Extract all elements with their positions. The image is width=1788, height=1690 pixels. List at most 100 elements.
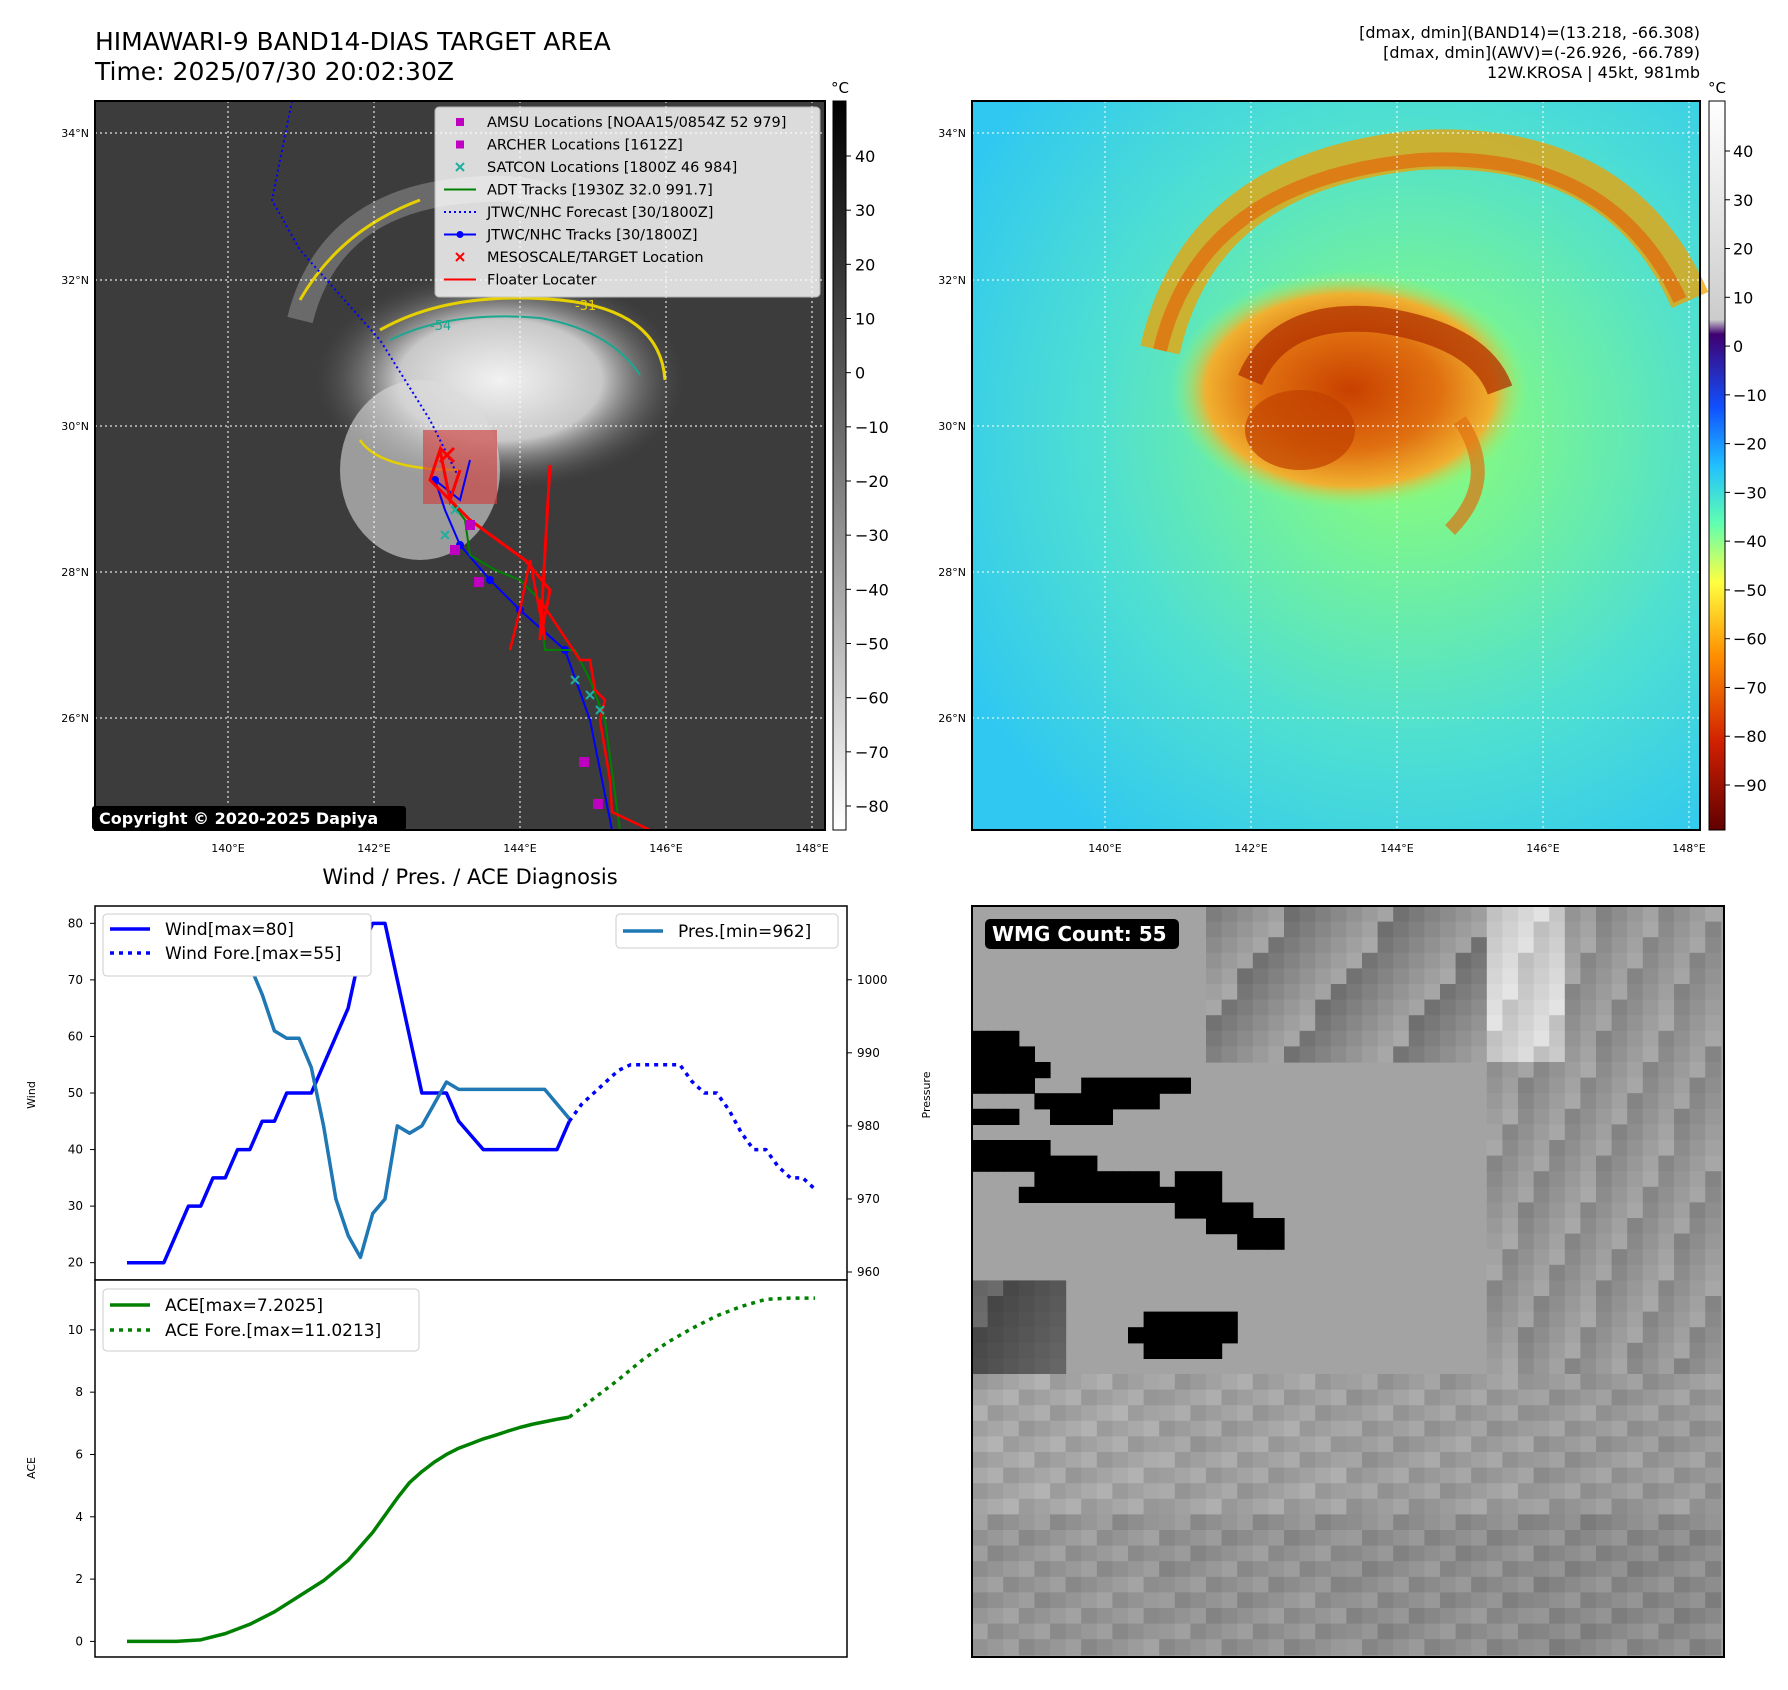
legend-marker-dot (456, 231, 464, 238)
wmg-cell (1143, 1171, 1160, 1188)
wmg-cell (1518, 1140, 1535, 1157)
wmg-cell (1237, 937, 1254, 954)
wmg-cell (1596, 952, 1613, 969)
wmg-cell (1284, 1436, 1301, 1453)
wmg-cell (1658, 1561, 1675, 1578)
wmg-cell (1611, 1514, 1628, 1531)
wmg-cell (1330, 1498, 1347, 1515)
wmg-cell (1284, 1498, 1301, 1515)
wmg-cell (1096, 1514, 1113, 1531)
color-outer-band-core (1153, 152, 1687, 352)
wmg-cell (1705, 1108, 1722, 1125)
wmg-cell (1050, 1545, 1067, 1562)
info-dmax-band14: [dmax, dmin](BAND14)=(13.218, -66.308) (1359, 23, 1700, 42)
wmg-cell (1440, 1420, 1457, 1437)
wmg-cell (1502, 1093, 1519, 1110)
wmg-cell (1611, 1264, 1628, 1281)
wmg-cell (1377, 1436, 1394, 1453)
amsu-archer-location (593, 799, 603, 809)
wmg-cell (1533, 968, 1550, 985)
wmg-cell (987, 1296, 1004, 1313)
wmg-cell (1143, 1530, 1160, 1547)
wmg-cell (1533, 952, 1550, 969)
wmg-cell (1627, 984, 1644, 1001)
wmg-cell (1705, 1467, 1722, 1484)
wmg-cell (1096, 1436, 1113, 1453)
wmg-cell (1518, 1608, 1535, 1625)
wmg-cell (1705, 937, 1722, 954)
wmg-cell (1440, 968, 1457, 985)
wmg-cell (1237, 1436, 1254, 1453)
wmg-cell (1564, 1233, 1581, 1250)
wmg-cell (1455, 1530, 1472, 1547)
wmg-cell (1424, 1467, 1441, 1484)
wmg-cell (1549, 1420, 1566, 1437)
wmg-cell (1440, 1592, 1457, 1609)
wmg-cell (1705, 1311, 1722, 1328)
wmg-cell (1034, 1374, 1051, 1391)
wmg-cell (1112, 1374, 1129, 1391)
wmg-cell (1689, 1015, 1706, 1032)
wmg-cell (1502, 1062, 1519, 1079)
wmg-cell (1533, 1030, 1550, 1047)
wmg-cell (1128, 1171, 1145, 1188)
wmg-cell (1596, 1561, 1613, 1578)
wmg-cell (1642, 1264, 1659, 1281)
wmg-cell (1065, 1514, 1082, 1531)
wmg-cell (1408, 1389, 1425, 1406)
wmg-cell (1564, 1623, 1581, 1640)
wmg-cell (1346, 1608, 1363, 1625)
wmg-cell (1143, 1483, 1160, 1500)
wmg-cell (1065, 1623, 1082, 1640)
wmg-cell (1003, 1467, 1020, 1484)
gray-colorbar-tick-label: −40 (855, 580, 889, 599)
wmg-cell (1658, 1452, 1675, 1469)
wmg-cell (1268, 1545, 1285, 1562)
wmg-cell (1408, 1576, 1425, 1593)
wmg-cell (1611, 1436, 1628, 1453)
wmg-cell (1221, 1623, 1238, 1640)
pressure-tick-label: 970 (857, 1192, 880, 1206)
wmg-cell (1159, 1077, 1176, 1094)
wmg-cell (1143, 1311, 1160, 1328)
wmg-cell (1549, 1311, 1566, 1328)
wmg-cell (1268, 1530, 1285, 1547)
wmg-cell (1471, 1030, 1488, 1047)
wmg-cell (1284, 1592, 1301, 1609)
wmg-cell (1112, 1608, 1129, 1625)
wmg-cell (1705, 1046, 1722, 1063)
wmg-cell (1174, 1389, 1191, 1406)
info-storm: 12W.KROSA | 45kt, 981mb (1487, 63, 1700, 82)
legend-label: JTWC/NHC Forecast [30/1800Z] (486, 205, 713, 221)
wmg-cell (1611, 1202, 1628, 1219)
wmg-cell (1689, 1498, 1706, 1515)
wmg-cell (1034, 1576, 1051, 1593)
wmg-cell (1518, 1296, 1535, 1313)
wmg-cell (1564, 952, 1581, 969)
wmg-cell (1689, 1436, 1706, 1453)
wmg-cell (1549, 1639, 1566, 1656)
wmg-cell (1564, 1514, 1581, 1531)
wmg-cell (1596, 1140, 1613, 1157)
diagnosis-title: Wind / Pres. / ACE Diagnosis (322, 865, 617, 889)
wmg-cell (987, 1108, 1004, 1125)
wmg-cell (1034, 1498, 1051, 1515)
wmg-cell (1564, 1498, 1581, 1515)
wmg-cell (1674, 1623, 1691, 1640)
wmg-cell (1642, 1015, 1659, 1032)
wmg-cell (1018, 1483, 1035, 1500)
wmg-cell (1315, 1452, 1332, 1469)
wmg-cell (1549, 937, 1566, 954)
wmg-cell (1393, 1467, 1410, 1484)
wmg-cell (1018, 1436, 1035, 1453)
wmg-cell (1502, 1389, 1519, 1406)
wmg-cell (1003, 1389, 1020, 1406)
wmg-cell (1003, 1405, 1020, 1422)
wmg-cell (1174, 1639, 1191, 1656)
wmg-cell (1424, 1030, 1441, 1047)
gray-colorbar-tick-label: 40 (855, 147, 875, 166)
wmg-cell (1580, 984, 1597, 1001)
wmg-cell (1518, 952, 1535, 969)
